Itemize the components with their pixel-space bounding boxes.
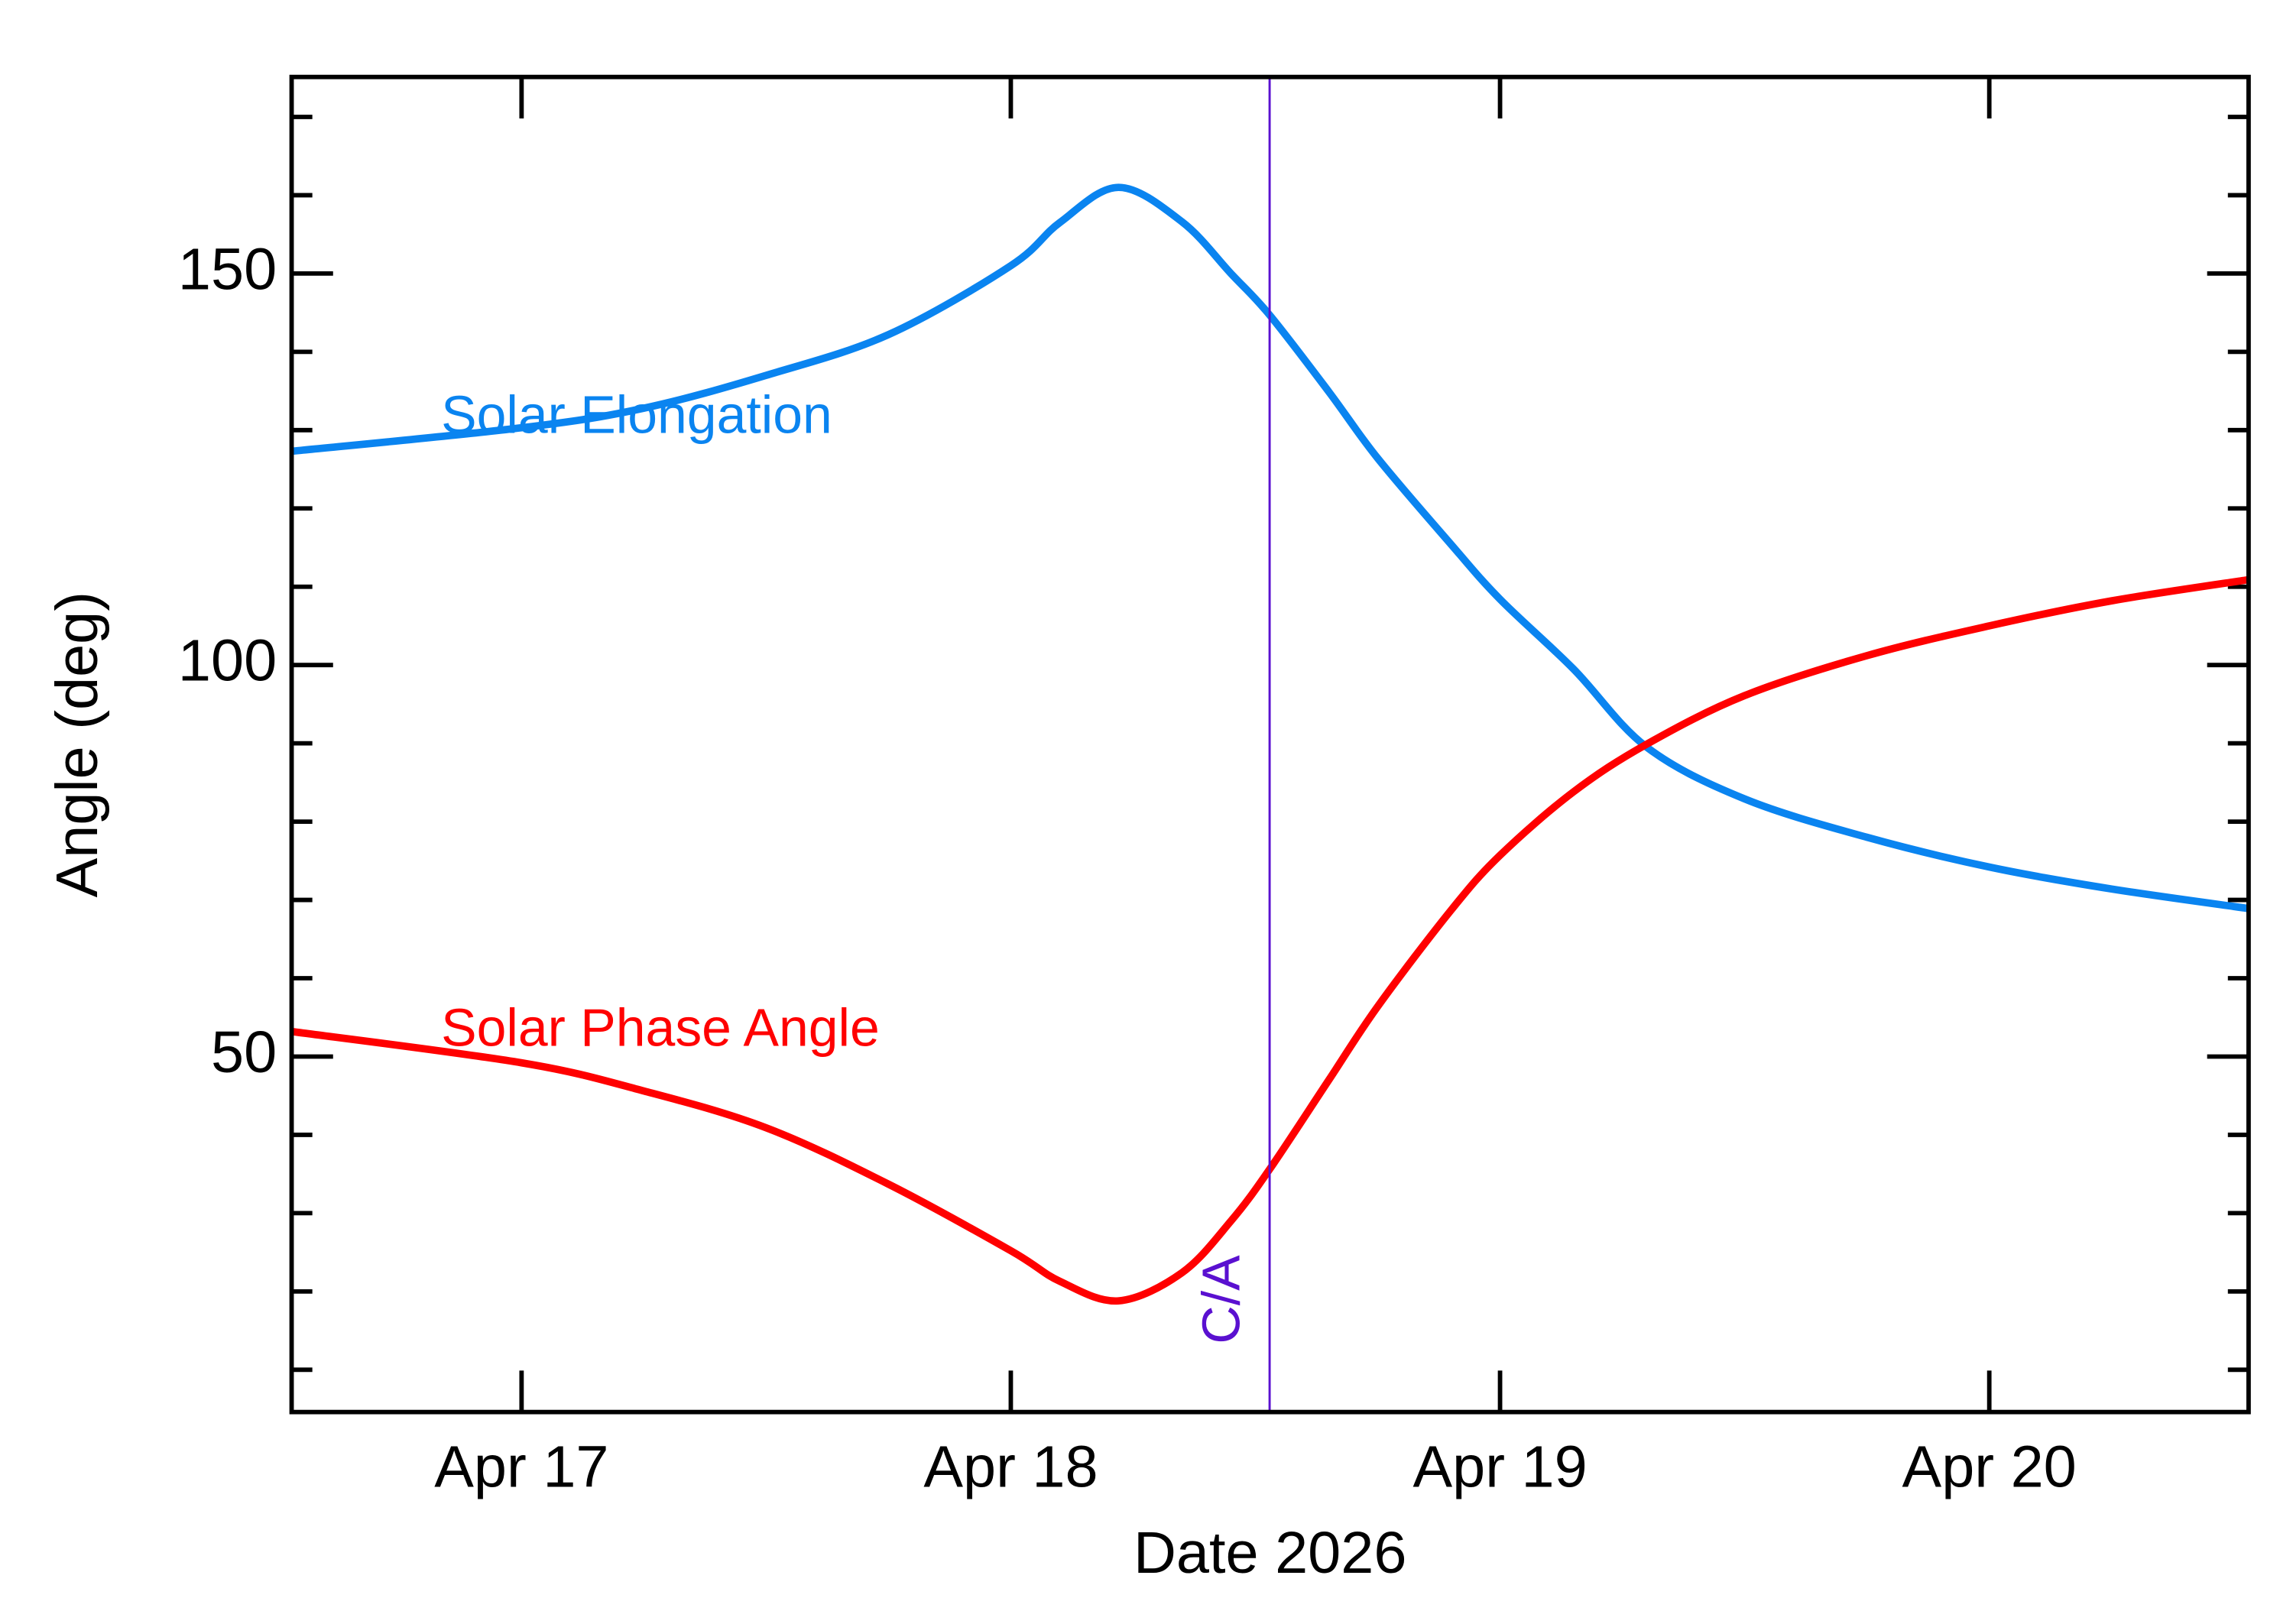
- y-axis-title: Angle (deg): [44, 592, 110, 897]
- ca-label: C/A: [1191, 1255, 1250, 1344]
- series-label: Solar Phase Angle: [441, 997, 880, 1057]
- x-tick-label: Apr 18: [923, 1434, 1098, 1500]
- y-tick-label: 150: [178, 236, 277, 302]
- y-tick-label: 100: [178, 628, 277, 694]
- series-line: [291, 575, 2249, 1305]
- y-tick-label: 50: [211, 1019, 277, 1085]
- x-tick-label: Apr 20: [1902, 1434, 2077, 1500]
- series-label: Solar Elongation: [441, 385, 832, 445]
- plot-frame: [289, 74, 2251, 1415]
- x-tick-label: Apr 19: [1412, 1434, 1587, 1500]
- x-axis-title: Date 2026: [1134, 1520, 1406, 1586]
- x-tick-label: Apr 17: [434, 1434, 608, 1500]
- series-line: [291, 183, 2249, 912]
